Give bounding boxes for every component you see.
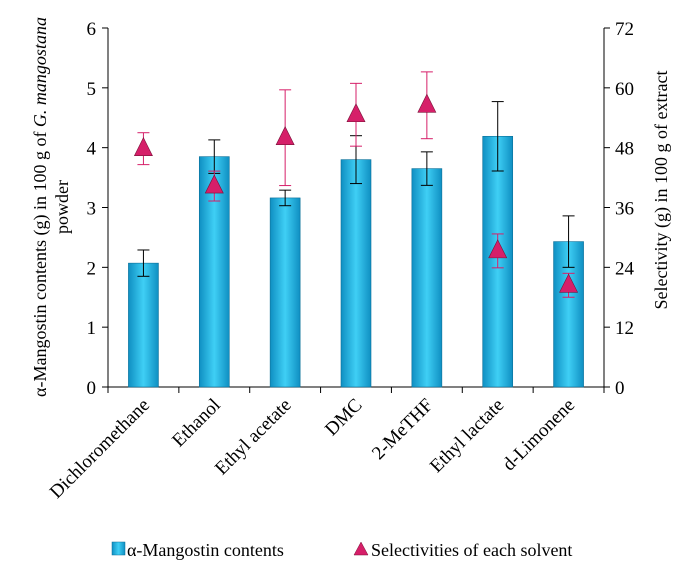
selectivity-point [133,136,153,156]
bar [128,262,159,388]
y-tick-label-left: 3 [87,199,97,220]
x-tick-label: Ethyl lactate [426,395,508,477]
x-tick-label: Dichloromethane [46,395,154,503]
y-tick-label-right: 48 [615,139,634,160]
selectivity-point [275,126,295,145]
selectivity-point [488,239,508,259]
selectivity-points [133,71,579,298]
y-tick-label-left: 1 [87,318,97,339]
legend: α-Mangostin contents Selectivities of ea… [111,540,572,560]
selectivity-point [346,103,366,123]
x-tick-label: 2-MeTHF [368,395,437,464]
y-tick-label-right: 60 [615,79,634,100]
selectivity-point [204,174,224,194]
selectivity-point [417,93,437,113]
y-tick-label-left: 0 [87,378,97,399]
legend-triangle-marker [353,541,369,556]
y-axis-label-left-species: G. mangostana [30,17,50,127]
bar [411,168,443,388]
axis-labels: α-Mangostin contents (g) in 100 g of G. … [30,17,672,397]
x-tick-label: Ethyl acetate [211,395,296,480]
x-tick-label: d-Limonene [499,395,580,476]
y-tick-label-right: 12 [615,318,634,339]
y-axis-label-right: Selectivity (g) in 100 g of extract [651,71,672,310]
bar [340,159,372,388]
legend-point-label: Selectivities of each solvent [371,540,572,560]
y-axis-label-left-text: α-Mangostin contents (g) in 100 g of [30,127,51,397]
y-tick-label-left: 2 [87,258,97,279]
y-axis-label-left-line2: powder [52,180,72,234]
axes: 0 0 1 12 2 24 3 36 4 48 5 60 6 72 Dichloromethane Ethan… [46,19,635,503]
selectivity-point [559,273,579,293]
x-tick-label: Ethanol [168,395,225,452]
y-axis-label-left: α-Mangostin contents (g) in 100 g of G. … [30,17,72,397]
y-tick-label-left: 5 [87,79,97,100]
legend-bar-label: α-Mangostin contents [127,540,284,560]
bar [269,197,301,388]
y-tick-label-right: 72 [615,19,634,40]
y-tick-label-right: 36 [615,199,634,220]
y-tick-label-right: 24 [615,258,635,279]
y-tick-label-left: 4 [87,139,97,160]
legend-bar-swatch [111,541,126,556]
y-tick-label-right: 0 [615,378,625,399]
x-tick-label: DMC [321,395,366,440]
y-tick-label-left: 6 [87,19,97,40]
